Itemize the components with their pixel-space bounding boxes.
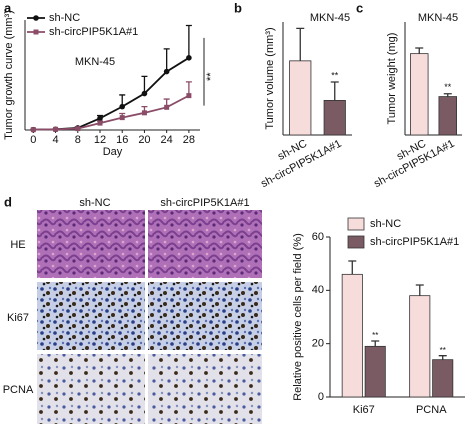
marker (164, 105, 169, 110)
legend-label: sh-circPIP5K1A#1 (49, 26, 138, 38)
error-bar (416, 285, 424, 296)
panel-label: b (234, 0, 242, 15)
marker (186, 55, 192, 61)
chart-title: MKN-45 (310, 12, 350, 24)
error-bar (444, 94, 452, 97)
bar (410, 54, 428, 135)
x-tick-label: 16 (116, 134, 128, 146)
significance: ** (205, 72, 217, 81)
column-label: sh-circPIP5K1A#1 (160, 197, 249, 209)
significance: ** (440, 346, 446, 355)
legend-marker (34, 30, 39, 35)
bar (290, 61, 311, 135)
row-label: Ki67 (7, 312, 29, 324)
error-bar (186, 26, 192, 58)
legend-label: sh-NC (370, 218, 401, 230)
bar (342, 274, 362, 397)
legend-label: sh-NC (49, 12, 80, 24)
x-tick-label: 4 (52, 134, 58, 146)
column-label: sh-NC (79, 197, 110, 209)
x-tick-label: 20 (138, 134, 150, 146)
x-tick-label: 0 (30, 134, 36, 146)
legend-marker (33, 15, 39, 21)
x-tick-label: 12 (94, 134, 106, 146)
bar (365, 346, 385, 397)
chart-title: MKN-45 (75, 56, 115, 68)
marker (142, 110, 147, 115)
y-tick-label: 40 (312, 284, 324, 296)
x-tick-label: 8 (75, 134, 81, 146)
x-tick-label: Ki67 (353, 404, 375, 416)
y-axis-label: Tumor growth curve (mm³) (3, 10, 15, 140)
marker (186, 93, 191, 98)
error-bar (296, 28, 304, 60)
bar (324, 100, 345, 135)
y-tick-label: 0 (318, 391, 324, 403)
marker (75, 126, 80, 131)
legend-swatch (348, 218, 364, 230)
histology-image (37, 354, 145, 424)
error-bar (164, 49, 170, 72)
error-bar (348, 261, 356, 274)
x-tick-label: PCNA (416, 404, 447, 416)
x-tick-label: 24 (161, 134, 173, 146)
row-label: PCNA (3, 384, 34, 396)
row-label: HE (10, 239, 25, 251)
bar (410, 296, 430, 397)
significance: ** (444, 82, 452, 92)
y-axis-label: Tumor weight (mg) (386, 33, 398, 125)
significance: ** (331, 70, 339, 80)
histology-image (148, 210, 262, 278)
marker (97, 116, 103, 122)
y-axis-label: Relative positive cells per field (%) (292, 233, 304, 401)
panel-label: c (356, 0, 363, 15)
y-tick-label: 20 (312, 338, 324, 350)
error-bar (331, 82, 339, 100)
marker (53, 127, 58, 132)
error-bar (371, 341, 379, 346)
histology-image (148, 282, 262, 350)
legend-swatch (348, 236, 364, 248)
marker (120, 115, 125, 120)
y-axis-label: Tumor volume (mm³) (264, 27, 276, 129)
marker (119, 104, 125, 110)
error-bar (439, 356, 447, 360)
chart-title: MKN-45 (418, 12, 458, 24)
error-bar (415, 48, 423, 54)
histology-image (37, 210, 145, 278)
marker (98, 121, 103, 126)
bar (433, 360, 453, 397)
x-axis-label: Day (103, 146, 123, 158)
significance: ** (372, 331, 378, 340)
y-tick-label: 60 (312, 231, 324, 243)
marker (164, 69, 170, 75)
x-tick-label: 28 (183, 134, 195, 146)
panel-label: d (4, 194, 12, 209)
series-line (33, 58, 189, 130)
marker (142, 91, 148, 97)
marker (31, 127, 36, 132)
histology-image (37, 282, 145, 350)
histology-image (148, 354, 262, 424)
legend-label: sh-circPIP5K1A#1 (370, 236, 459, 248)
bar (439, 97, 457, 135)
